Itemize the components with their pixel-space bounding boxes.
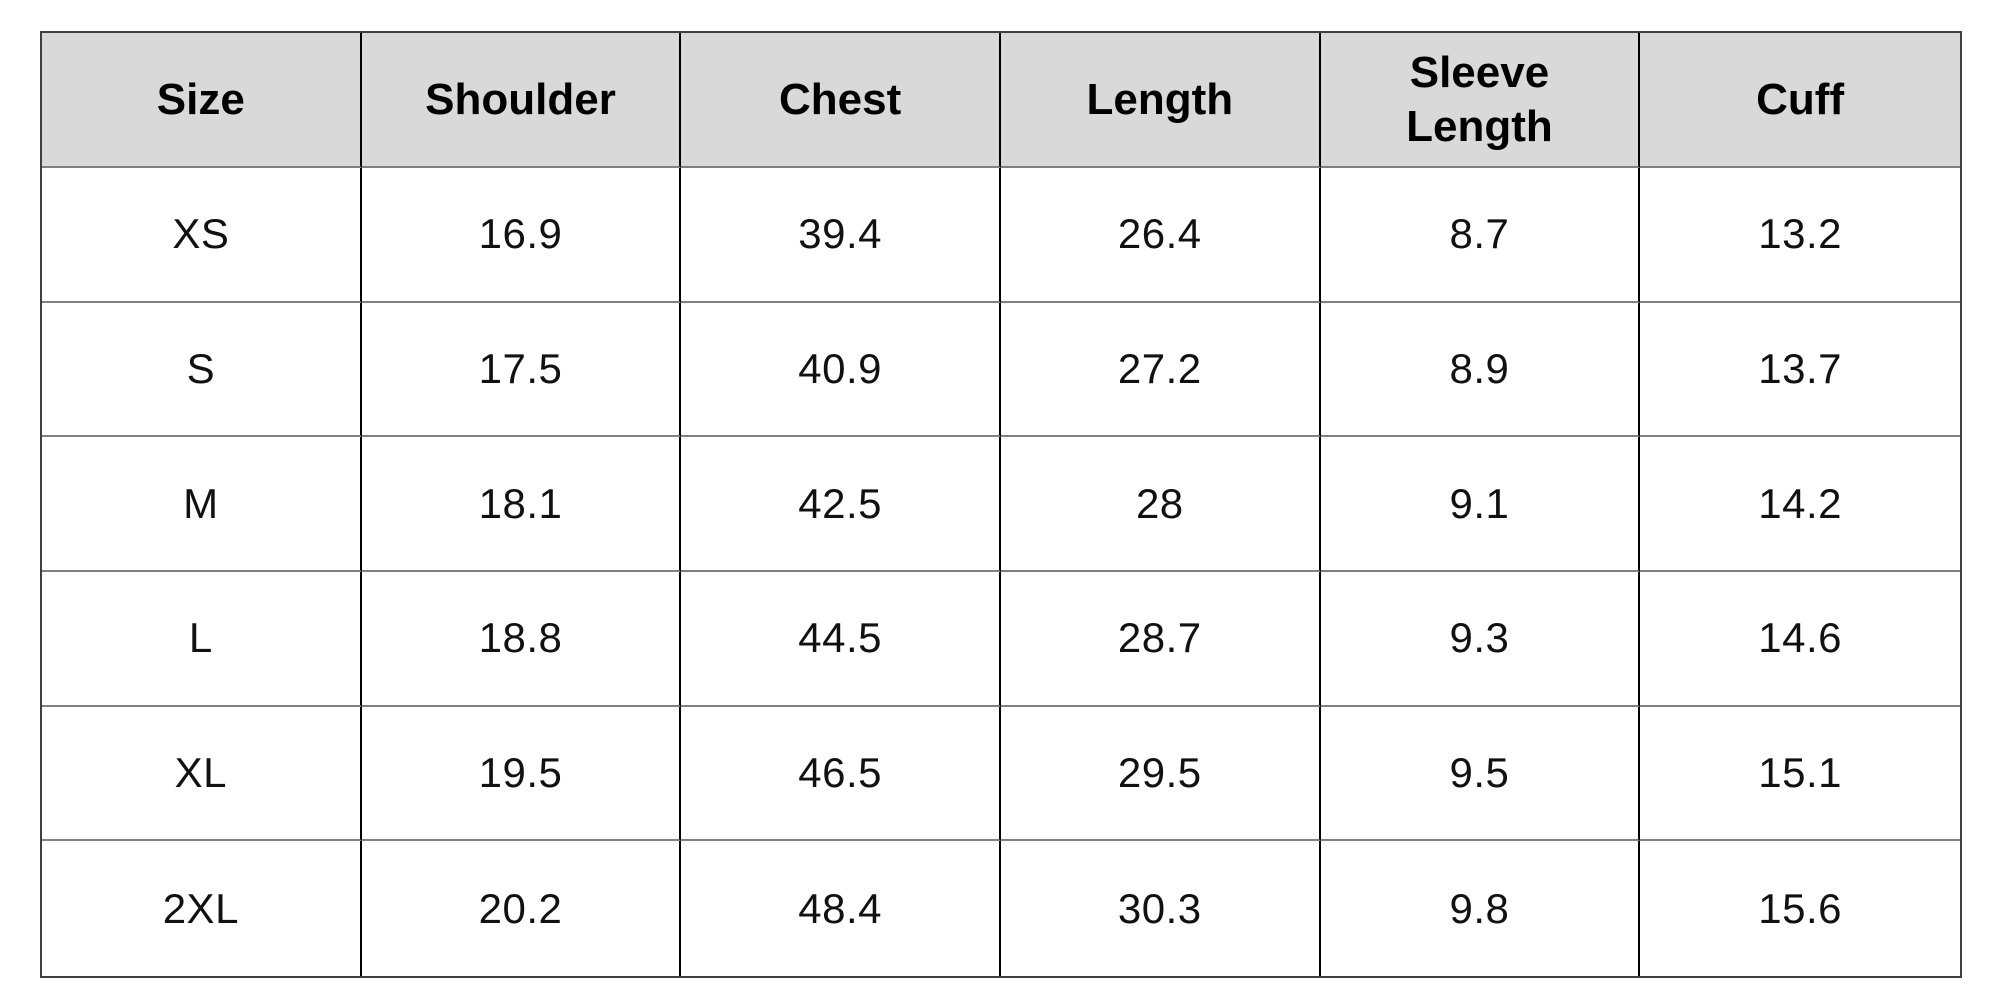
measurement-cell: 9.5 bbox=[1320, 706, 1641, 842]
measurement-cell: 14.6 bbox=[1640, 571, 1960, 707]
table-row-2xl: 2XL 20.2 48.4 30.3 9.8 15.6 bbox=[42, 841, 1960, 976]
measurement-cell: 27.2 bbox=[1000, 302, 1321, 438]
measurement-cell: 8.7 bbox=[1320, 168, 1641, 303]
measurement-cell: 9.8 bbox=[1320, 841, 1641, 976]
measurement-cell: 29.5 bbox=[1000, 706, 1321, 842]
size-cell: XS bbox=[42, 168, 362, 303]
table-row-xs: XS 16.9 39.4 26.4 8.7 13.2 bbox=[42, 168, 1960, 303]
measurement-cell: 8.9 bbox=[1320, 302, 1641, 438]
table-header: Size Shoulder Chest Length Sleeve Length… bbox=[42, 33, 1960, 168]
size-chart-table: Size Shoulder Chest Length Sleeve Length… bbox=[42, 33, 1960, 976]
size-cell: S bbox=[42, 302, 362, 438]
column-header-sleeve-length: Sleeve Length bbox=[1320, 33, 1641, 168]
measurement-cell: 15.6 bbox=[1640, 841, 1960, 976]
measurement-cell: 18.8 bbox=[361, 571, 682, 707]
measurement-cell: 30.3 bbox=[1000, 841, 1321, 976]
measurement-cell: 28 bbox=[1000, 437, 1321, 572]
table-row-l: L 18.8 44.5 28.7 9.3 14.6 bbox=[42, 571, 1960, 707]
measurement-cell: 44.5 bbox=[681, 571, 1001, 707]
size-cell: L bbox=[42, 571, 362, 707]
table-body: XS 16.9 39.4 26.4 8.7 13.2 S 17.5 40.9 2… bbox=[42, 168, 1960, 976]
measurement-cell: 14.2 bbox=[1640, 437, 1960, 572]
measurement-cell: 9.1 bbox=[1320, 437, 1641, 572]
size-chart-table-frame: Size Shoulder Chest Length Sleeve Length… bbox=[40, 31, 1962, 978]
measurement-cell: 16.9 bbox=[361, 168, 682, 303]
column-header-chest: Chest bbox=[681, 33, 1001, 168]
measurement-cell: 26.4 bbox=[1000, 168, 1321, 303]
measurement-cell: 13.7 bbox=[1640, 302, 1960, 438]
size-cell: XL bbox=[42, 706, 362, 842]
measurement-cell: 40.9 bbox=[681, 302, 1001, 438]
measurement-cell: 9.3 bbox=[1320, 571, 1641, 707]
column-header-length: Length bbox=[1000, 33, 1321, 168]
measurement-cell: 28.7 bbox=[1000, 571, 1321, 707]
column-header-size: Size bbox=[42, 33, 362, 168]
measurement-cell: 42.5 bbox=[681, 437, 1001, 572]
table-row-m: M 18.1 42.5 28 9.1 14.2 bbox=[42, 437, 1960, 572]
measurement-cell: 20.2 bbox=[361, 841, 682, 976]
measurement-cell: 18.1 bbox=[361, 437, 682, 572]
measurement-cell: 46.5 bbox=[681, 706, 1001, 842]
header-row: Size Shoulder Chest Length Sleeve Length… bbox=[42, 33, 1960, 168]
table-row-s: S 17.5 40.9 27.2 8.9 13.7 bbox=[42, 302, 1960, 438]
measurement-cell: 39.4 bbox=[681, 168, 1001, 303]
size-cell: 2XL bbox=[42, 841, 362, 976]
measurement-cell: 19.5 bbox=[361, 706, 682, 842]
measurement-cell: 13.2 bbox=[1640, 168, 1960, 303]
column-header-cuff: Cuff bbox=[1640, 33, 1960, 168]
measurement-cell: 17.5 bbox=[361, 302, 682, 438]
table-row-xl: XL 19.5 46.5 29.5 9.5 15.1 bbox=[42, 706, 1960, 842]
column-header-shoulder: Shoulder bbox=[361, 33, 682, 168]
measurement-cell: 15.1 bbox=[1640, 706, 1960, 842]
size-cell: M bbox=[42, 437, 362, 572]
measurement-cell: 48.4 bbox=[681, 841, 1001, 976]
